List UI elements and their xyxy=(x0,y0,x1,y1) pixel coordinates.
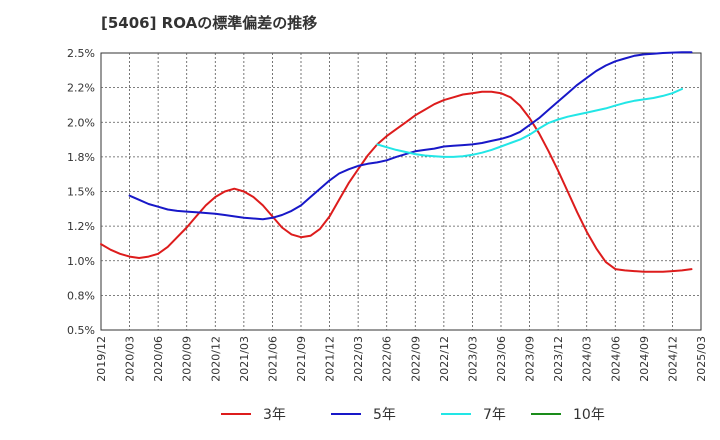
x-tick-label: 2020/09 xyxy=(181,336,194,382)
x-tick-label: 2023/03 xyxy=(466,336,479,382)
x-tick-label: 2024/12 xyxy=(666,336,679,382)
x-tick-label: 2024/03 xyxy=(581,336,594,382)
x-tick-label: 2019/12 xyxy=(95,336,108,382)
x-tick-label: 2022/12 xyxy=(438,336,451,382)
x-tick-label: 2020/12 xyxy=(209,336,222,382)
x-tick-label: 2023/06 xyxy=(495,336,508,382)
x-tick-label: 2022/06 xyxy=(381,336,394,382)
x-tick-label: 2022/09 xyxy=(409,336,422,382)
x-tick-label: 2024/06 xyxy=(609,336,622,382)
x-tick-label: 2024/09 xyxy=(638,336,651,382)
y-tick-label: 2.5% xyxy=(67,47,95,60)
legend-label-2: 5年 xyxy=(373,407,396,423)
y-tick-label: 0.8% xyxy=(67,289,95,302)
legend-label-3: 7年 xyxy=(483,407,506,423)
x-tick-label: 2023/12 xyxy=(552,336,565,382)
x-tick-label: 2021/09 xyxy=(295,336,308,382)
y-tick-label: 2.2% xyxy=(67,82,95,95)
x-tick-label: 2021/12 xyxy=(324,336,337,382)
x-tick-label: 2023/09 xyxy=(524,336,537,382)
chart-title: [5406] ROAの標準偏差の推移 xyxy=(101,14,318,32)
y-tick-label: 2.0% xyxy=(67,116,95,129)
series-line-3 xyxy=(376,88,683,158)
x-tick-label: 2021/03 xyxy=(238,336,251,382)
x-tick-label: 2021/06 xyxy=(266,336,279,382)
legend: 3年 5年 7年 10年 xyxy=(221,407,605,423)
legend-label-1: 3年 xyxy=(263,407,286,423)
y-tick-label: 1.2% xyxy=(67,220,95,233)
y-tick-label: 0.5% xyxy=(67,324,95,337)
grid-lines xyxy=(101,53,701,330)
series-lines xyxy=(100,51,693,273)
x-tick-label: 2022/03 xyxy=(352,336,365,382)
x-tick-label: 2025/03 xyxy=(695,336,708,382)
y-tick-label: 1.5% xyxy=(67,186,95,199)
y-tick-label: 1.8% xyxy=(67,151,95,164)
y-tick-label: 1.0% xyxy=(67,255,95,268)
y-axis: 0.5% 0.8% 1.0% 1.2% 1.5% 1.8% 2.0% 2.2% 2.5% xyxy=(67,47,95,337)
x-axis: 2019/12 2020/03 2020/06 2020/09 2020/12 2021/… xyxy=(95,336,708,382)
x-tick-label: 2020/06 xyxy=(152,336,165,382)
legend-label-4: 10年 xyxy=(573,407,605,423)
x-tick-label: 2020/03 xyxy=(124,336,137,382)
